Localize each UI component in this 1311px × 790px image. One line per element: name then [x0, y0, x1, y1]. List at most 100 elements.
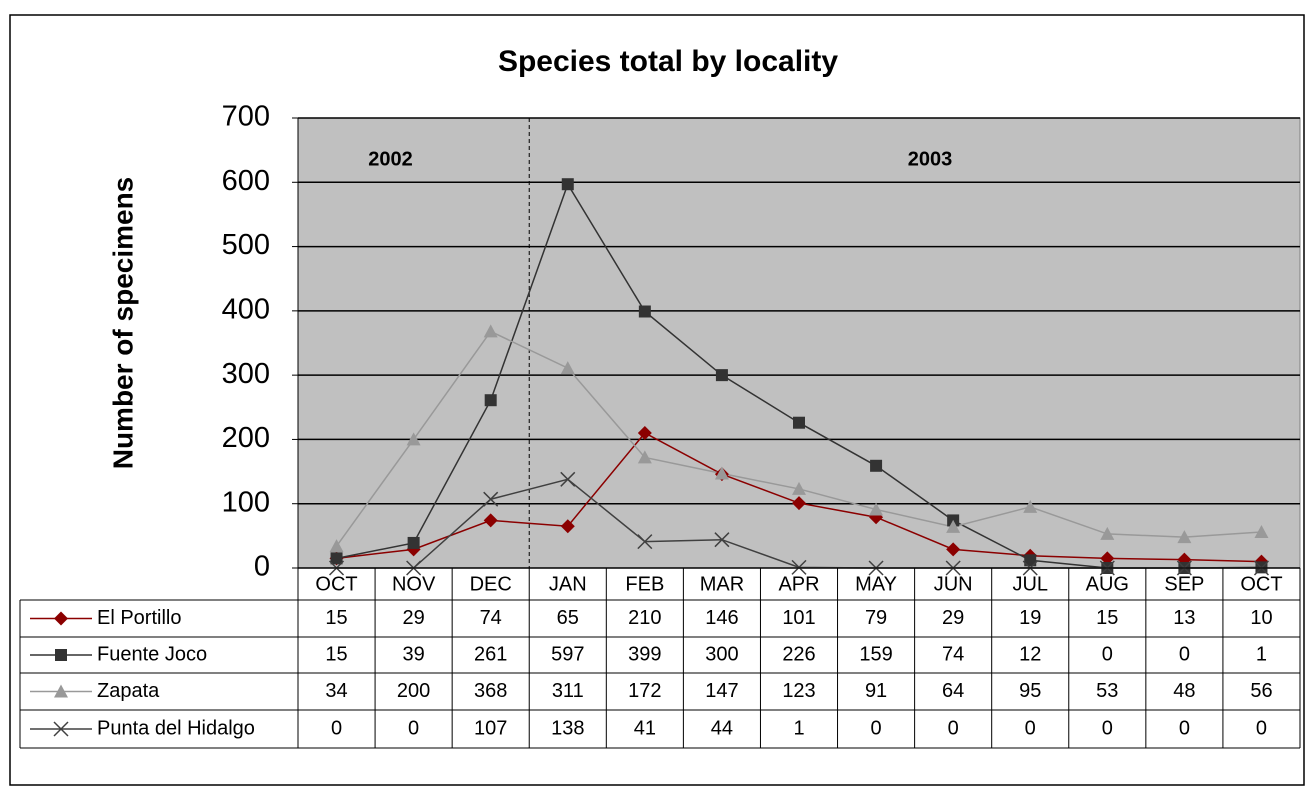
y-tick-label: 600 [222, 165, 270, 197]
marker [637, 534, 653, 550]
x-tick-label: NOV [392, 573, 436, 595]
table-cell: 41 [634, 717, 656, 739]
marker [483, 513, 498, 528]
marker [483, 324, 498, 338]
table-cell: 39 [402, 643, 424, 665]
marker [946, 542, 961, 557]
table-cell: 56 [1250, 680, 1272, 702]
table-cell: 107 [474, 717, 507, 739]
marker [561, 178, 574, 191]
annotation: 2003 [908, 148, 953, 170]
table-cell: 159 [859, 643, 892, 665]
x-tick-label: AUG [1086, 573, 1129, 595]
marker [1177, 530, 1192, 544]
marker [484, 394, 497, 407]
marker [330, 552, 343, 565]
x-tick-label: MAY [855, 573, 897, 595]
marker [791, 559, 807, 575]
x-tick-label: DEC [470, 573, 512, 595]
marker [870, 459, 883, 472]
marker [869, 502, 884, 516]
table-cell: 0 [1102, 643, 1113, 665]
marker [715, 369, 728, 382]
table-cell: 0 [1179, 717, 1190, 739]
table-cell: 311 [552, 680, 584, 702]
x-tick-label: JUN [934, 573, 973, 595]
x-tick-label: SEP [1164, 573, 1204, 595]
marker [638, 305, 651, 318]
y-tick-label: 300 [222, 358, 270, 390]
x-tick-label: OCT [1240, 573, 1282, 595]
table-cell: 0 [331, 717, 342, 739]
marker [1023, 499, 1038, 513]
y-tick-label: 200 [222, 422, 270, 454]
table-cell: 65 [557, 607, 579, 629]
table-cell: 91 [865, 680, 887, 702]
legend-label: Zapata [97, 680, 160, 702]
table-cell: 597 [551, 643, 584, 665]
table-cell: 15 [1096, 607, 1118, 629]
x-tick-label: JAN [549, 573, 587, 595]
annotation: 2002 [368, 148, 413, 170]
marker [483, 491, 499, 507]
table-cell: 0 [871, 717, 882, 739]
marker [637, 450, 652, 464]
table-cell: 1 [793, 717, 804, 739]
table-cell: 300 [705, 643, 738, 665]
table-cell: 64 [942, 680, 964, 702]
marker-stroke [791, 559, 807, 575]
marker-stroke [560, 471, 576, 487]
table-cell: 368 [474, 680, 507, 702]
table-cell: 226 [782, 643, 815, 665]
table-cell: 0 [1102, 717, 1113, 739]
table-cell: 79 [865, 607, 887, 629]
table-cell: 34 [325, 680, 347, 702]
table-cell: 146 [705, 607, 738, 629]
table-cell: 172 [628, 680, 661, 702]
table-cell: 0 [948, 717, 959, 739]
marker [1024, 554, 1037, 567]
table-cell: 0 [1179, 643, 1190, 665]
x-tick-label: MAR [700, 573, 744, 595]
marker [792, 496, 806, 511]
x-tick-label: JUL [1012, 573, 1048, 595]
x-tick-label: APR [778, 573, 819, 595]
table-cell: 19 [1019, 607, 1041, 629]
marker [792, 481, 806, 495]
table-cell: 53 [1096, 680, 1118, 702]
marker [55, 649, 67, 661]
table-cell: 261 [474, 643, 507, 665]
table-cell: 147 [705, 680, 738, 702]
marker [560, 471, 576, 487]
marker-stroke [714, 532, 730, 548]
table-cell: 210 [628, 607, 661, 629]
y-tick-label: 700 [222, 101, 270, 133]
marker [560, 519, 575, 534]
table-cell: 0 [408, 717, 419, 739]
table-cell: 48 [1173, 680, 1195, 702]
marker [53, 721, 69, 737]
table-cell: 101 [782, 607, 815, 629]
table-cell: 10 [1250, 607, 1272, 629]
marker [1100, 526, 1115, 540]
table-cell: 200 [397, 680, 430, 702]
marker [560, 361, 575, 375]
legend-label: El Portillo [97, 607, 181, 629]
y-tick-label: 100 [222, 486, 270, 518]
marker-stroke [483, 491, 499, 507]
table-cell: 123 [782, 680, 815, 702]
y-tick-label: 400 [222, 294, 270, 326]
table-cell: 399 [628, 643, 661, 665]
table-cell: 74 [480, 607, 502, 629]
chart-title: Species total by locality [498, 45, 838, 78]
table-cell: 29 [942, 607, 964, 629]
legend-label: Fuente Joco [97, 643, 207, 665]
table-cell: 15 [325, 643, 347, 665]
y-tick-label: 0 [254, 551, 270, 583]
marker-stroke [637, 534, 653, 550]
marker [1254, 525, 1269, 538]
table-cell: 0 [1256, 717, 1267, 739]
marker [54, 684, 68, 698]
table-cell: 95 [1019, 680, 1041, 702]
